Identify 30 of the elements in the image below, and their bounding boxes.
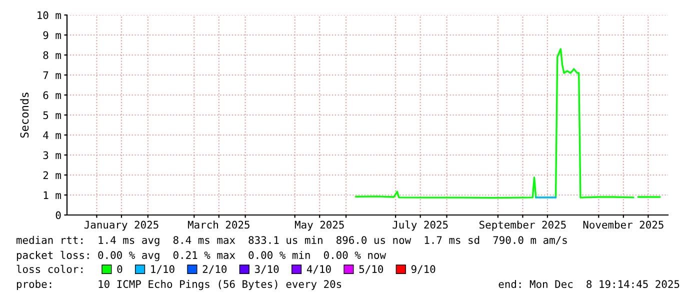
text: end: Mon Dec 8 19:14:45 2025 [498,280,680,288]
x-tick-label: January 2025 [84,220,158,231]
x-tick-label: September 2025 [480,220,566,231]
legend-label: 2/10 [202,265,227,274]
y-tick-label: 3 m [43,151,61,160]
legend-label: 3/10 [254,265,279,274]
y-tick-label: 5 m [43,111,61,120]
y-tick-label: 10 m [38,11,61,20]
y-axis-title: Seconds [20,92,29,138]
x-tick-label: March 2025 [188,220,250,229]
y-tick-label: 2 m [43,171,61,179]
legend-label: 1/10 [151,265,174,274]
y-tick-label: 6 m [43,91,61,100]
text: packet loss: 0.00 % avg 0.21 % max 0.00 % min 0.00 % now [16,250,386,262]
text: probe: 10 ICMP Echo Pings (56 Bytes) every 20s [16,280,342,290]
y-tick-label: 8 m [43,51,61,60]
x-tick-label: May 2025 [294,220,344,231]
y-tick-label: 0 [56,211,61,220]
y-tick-label: 7 m [43,71,61,79]
y-tick-label: 9 m [43,31,61,40]
legend-label: 9/10 [411,265,436,274]
x-tick-label: July 2025 [392,220,448,231]
legend-label: 4/10 [306,265,331,274]
text: median rtt: 1.4 ms avg 8.4 ms max 833.1 us min 896.0 us now 1.7 ms sd 790.0 m am/s [16,236,567,246]
legend-label: 5/10 [359,265,384,274]
y-tick-label: 4 m [43,131,61,139]
x-tick-label: November 2025 [583,220,664,229]
legend-label: 0 [117,265,122,274]
legend-title: loss color: [16,264,82,274]
y-tick-label: 1 m [44,191,61,199]
